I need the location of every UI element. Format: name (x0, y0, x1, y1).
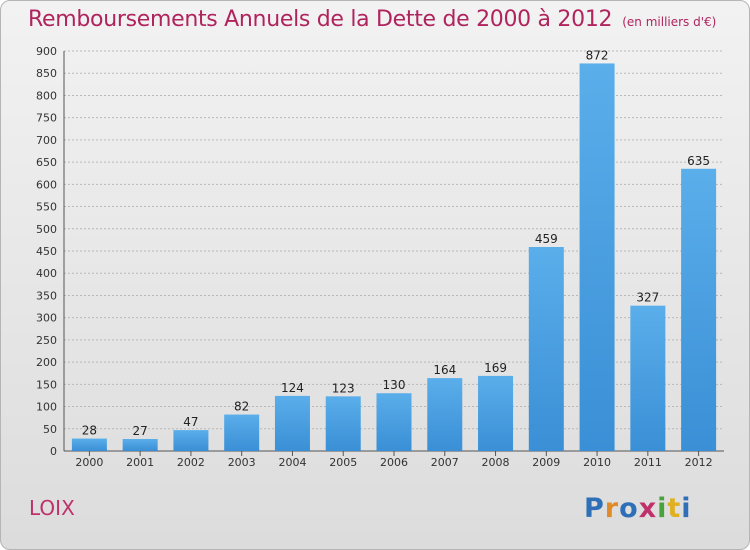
bar (630, 305, 666, 451)
x-tick-label: 2000 (75, 456, 103, 469)
bar (376, 393, 412, 451)
commune-name: LOIX (29, 496, 75, 520)
y-tick-label: 100 (36, 401, 57, 414)
x-tick-label: 2008 (482, 456, 510, 469)
y-tick-label: 450 (36, 245, 57, 258)
bar (478, 375, 514, 451)
chart-title: Remboursements Annuels de la Dette de 20… (28, 7, 716, 32)
y-tick-label: 50 (43, 423, 57, 436)
bar (224, 414, 260, 451)
y-tick-label: 900 (36, 45, 57, 58)
x-tick-label: 2010 (583, 456, 611, 469)
y-tick-label: 350 (36, 289, 57, 302)
y-tick-label: 300 (36, 312, 57, 325)
bar (71, 438, 107, 451)
proxiti-logo: Proxiti (584, 493, 692, 524)
logo-letter: r (604, 493, 620, 524)
data-label: 872 (586, 48, 609, 62)
data-label: 130 (383, 378, 406, 392)
y-tick-label: 800 (36, 89, 57, 102)
data-label: 459 (535, 232, 558, 246)
data-label: 635 (687, 154, 710, 168)
x-tick-label: 2006 (380, 456, 408, 469)
title-text: Remboursements Annuels de la Dette de 20… (28, 7, 613, 32)
x-tick-label: 2012 (685, 456, 713, 469)
x-tick-label: 2002 (177, 456, 205, 469)
x-tick-label: 2007 (431, 456, 459, 469)
x-tick-label: 2011 (634, 456, 662, 469)
logo-letter: i (681, 493, 692, 524)
bar (579, 63, 615, 451)
logo-letter: t (667, 493, 682, 524)
y-tick-label: 150 (36, 378, 57, 391)
data-label: 124 (281, 381, 304, 395)
data-label: 28 (82, 424, 97, 438)
x-tick-label: 2004 (278, 456, 306, 469)
y-tick-label: 850 (36, 67, 57, 80)
y-tick-label: 750 (36, 112, 57, 125)
y-tick-label: 700 (36, 134, 57, 147)
data-label: 327 (636, 291, 659, 305)
data-label: 123 (332, 381, 355, 395)
x-tick-label: 2009 (532, 456, 560, 469)
bar (173, 430, 209, 451)
logo-letter: x (638, 493, 658, 524)
bar (122, 439, 158, 451)
bar (681, 168, 717, 451)
y-tick-label: 500 (36, 223, 57, 236)
bar (427, 378, 463, 451)
y-tick-label: 600 (36, 178, 57, 191)
title-unit: (en milliers d'€) (622, 15, 717, 29)
x-tick-label: 2001 (126, 456, 154, 469)
x-tick-label: 2005 (329, 456, 357, 469)
logo-letter: i (657, 493, 668, 524)
data-label: 164 (433, 363, 456, 377)
y-tick-label: 650 (36, 156, 57, 169)
bar (325, 396, 361, 451)
bar (528, 247, 564, 451)
data-label: 169 (484, 361, 507, 375)
logo-letter: o (619, 493, 639, 524)
y-tick-label: 250 (36, 334, 57, 347)
logo-letter: P (584, 493, 605, 524)
data-label: 27 (133, 424, 148, 438)
bar (274, 395, 310, 451)
y-tick-label: 400 (36, 267, 57, 280)
y-tick-label: 550 (36, 201, 57, 214)
data-label: 47 (183, 415, 198, 429)
y-tick-label: 0 (50, 445, 57, 458)
x-tick-label: 2003 (228, 456, 256, 469)
y-tick-label: 200 (36, 356, 57, 369)
data-label: 82 (234, 400, 249, 414)
